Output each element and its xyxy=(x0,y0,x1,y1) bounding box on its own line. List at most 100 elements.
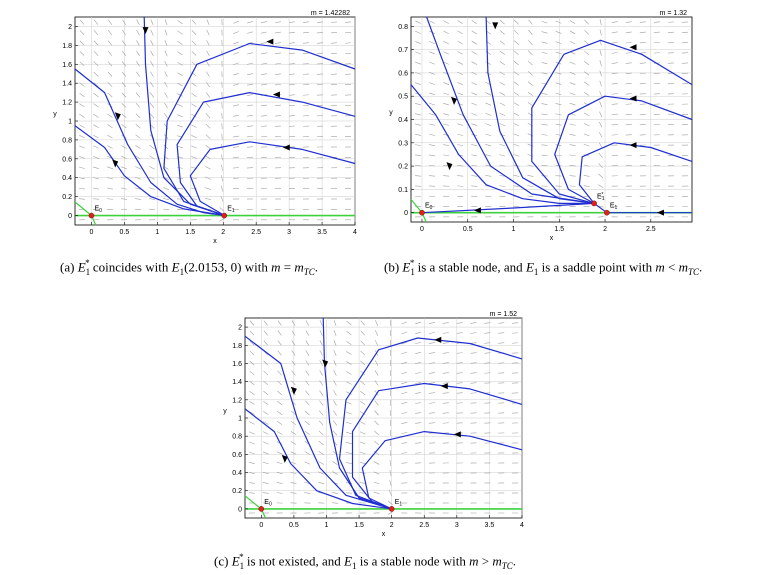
vector-field-arrow xyxy=(135,102,141,108)
vector-field-arrow xyxy=(513,123,520,127)
vector-field-arrow xyxy=(248,492,255,494)
vector-field-arrow xyxy=(206,40,210,46)
vector-field-arrow xyxy=(318,471,325,475)
vector-field-arrow xyxy=(206,19,210,26)
vector-field-arrow xyxy=(177,41,183,45)
vector-field-arrow xyxy=(332,461,338,465)
vector-field-arrow xyxy=(263,390,269,396)
vector-field-arrow xyxy=(148,198,156,200)
vector-field-arrow xyxy=(233,104,239,107)
vector-field-arrow xyxy=(611,124,618,126)
vector-field-arrow xyxy=(374,420,379,426)
vector-field-arrow xyxy=(499,123,506,127)
vector-field-arrow xyxy=(263,380,269,386)
vector-field-arrow xyxy=(233,20,239,24)
vector-field-arrow xyxy=(345,472,352,474)
vector-field-arrow xyxy=(374,430,380,436)
vector-field-arrow xyxy=(485,112,492,116)
vector-field-arrow xyxy=(277,380,282,386)
vector-field-arrow xyxy=(457,30,463,35)
vector-field-arrow xyxy=(333,320,337,326)
caption-b-text1: is a stable node, and xyxy=(414,259,526,275)
vector-field-arrow xyxy=(305,350,310,356)
trajectory xyxy=(322,317,392,510)
x-tick-label: 3 xyxy=(455,522,459,529)
equilibrium-label: E0 xyxy=(425,203,433,212)
vector-field-arrow xyxy=(583,112,590,117)
vector-field-arrow xyxy=(221,164,223,171)
vector-field-arrow xyxy=(121,124,127,129)
vector-field-arrow xyxy=(457,175,464,177)
vector-field-arrow xyxy=(484,322,491,324)
vector-field-arrow xyxy=(457,82,464,86)
vector-field-arrow xyxy=(177,93,183,97)
caption-b-prefix: (b) xyxy=(384,259,403,275)
vector-field-arrow xyxy=(346,330,352,336)
vector-field-arrow xyxy=(429,154,436,157)
vector-field-arrow xyxy=(233,52,239,55)
vector-field-arrow xyxy=(374,410,379,416)
vector-field-arrow xyxy=(135,187,141,190)
vector-field-arrow xyxy=(415,103,421,106)
vector-field-arrow xyxy=(302,63,310,65)
vector-field-arrow xyxy=(569,20,576,24)
vector-field-arrow xyxy=(79,40,85,46)
vector-field-arrow xyxy=(442,372,449,374)
vector-field-arrow xyxy=(401,412,408,414)
vector-field-arrow xyxy=(428,342,435,344)
vector-field-arrow xyxy=(260,62,268,65)
vector-field-arrow xyxy=(121,187,127,190)
vector-field-arrow xyxy=(443,41,449,45)
x-tick-label: 2 xyxy=(390,522,394,529)
caption-a-text1: coincides with xyxy=(89,259,172,275)
vector-field-arrow xyxy=(569,92,576,96)
vector-field-arrow xyxy=(555,92,562,95)
vector-field-arrow xyxy=(344,32,352,34)
vector-field-arrow xyxy=(442,362,449,364)
vector-field-arrow xyxy=(653,31,660,33)
vector-field-arrow xyxy=(121,177,127,180)
vector-field-arrow xyxy=(598,163,603,169)
trajectory xyxy=(531,39,693,204)
vector-field-arrow xyxy=(374,370,379,376)
vector-field-arrow xyxy=(304,420,310,426)
vector-field-arrow xyxy=(611,41,618,44)
vector-field-arrow xyxy=(653,42,660,44)
vector-field-arrow xyxy=(221,133,223,140)
vector-field-arrow xyxy=(345,441,352,445)
vector-field-arrow xyxy=(470,382,477,384)
vector-field-arrow xyxy=(360,330,365,336)
vector-field-arrow xyxy=(205,123,211,129)
vector-field-arrow xyxy=(499,50,505,55)
vector-field-arrow xyxy=(428,332,435,334)
caption-a-prefix: (a) xyxy=(60,259,78,275)
vector-field-arrow xyxy=(221,154,223,161)
vector-field-arrow xyxy=(360,320,365,326)
vector-field-arrow xyxy=(276,471,283,475)
vector-field-arrow xyxy=(360,340,366,346)
vector-field-arrow xyxy=(456,362,463,364)
vector-field-arrow xyxy=(276,492,283,494)
vector-field-arrow xyxy=(389,439,392,447)
vector-field-arrow xyxy=(136,71,140,77)
vector-field-arrow xyxy=(513,133,520,137)
vector-field-arrow xyxy=(150,29,154,36)
vector-field-arrow xyxy=(456,352,463,354)
vector-field-arrow xyxy=(527,195,534,197)
vector-field-arrow xyxy=(555,154,562,157)
vector-field-arrow xyxy=(277,330,282,336)
vector-field-arrow xyxy=(456,332,463,334)
vector-field-arrow xyxy=(541,31,548,34)
vector-field-arrow xyxy=(274,52,282,55)
vector-field-arrow xyxy=(93,61,99,67)
vector-field-arrow xyxy=(276,451,283,455)
vector-field-arrow xyxy=(177,30,183,35)
x-axis-label: x xyxy=(550,235,554,242)
vector-field-arrow xyxy=(499,164,506,167)
vector-field-arrow xyxy=(528,50,533,56)
vector-field-arrow xyxy=(247,73,253,76)
equilibrium-label: E1 xyxy=(610,203,618,212)
vector-field-arrow xyxy=(527,81,533,86)
vector-field-arrow xyxy=(277,350,282,356)
